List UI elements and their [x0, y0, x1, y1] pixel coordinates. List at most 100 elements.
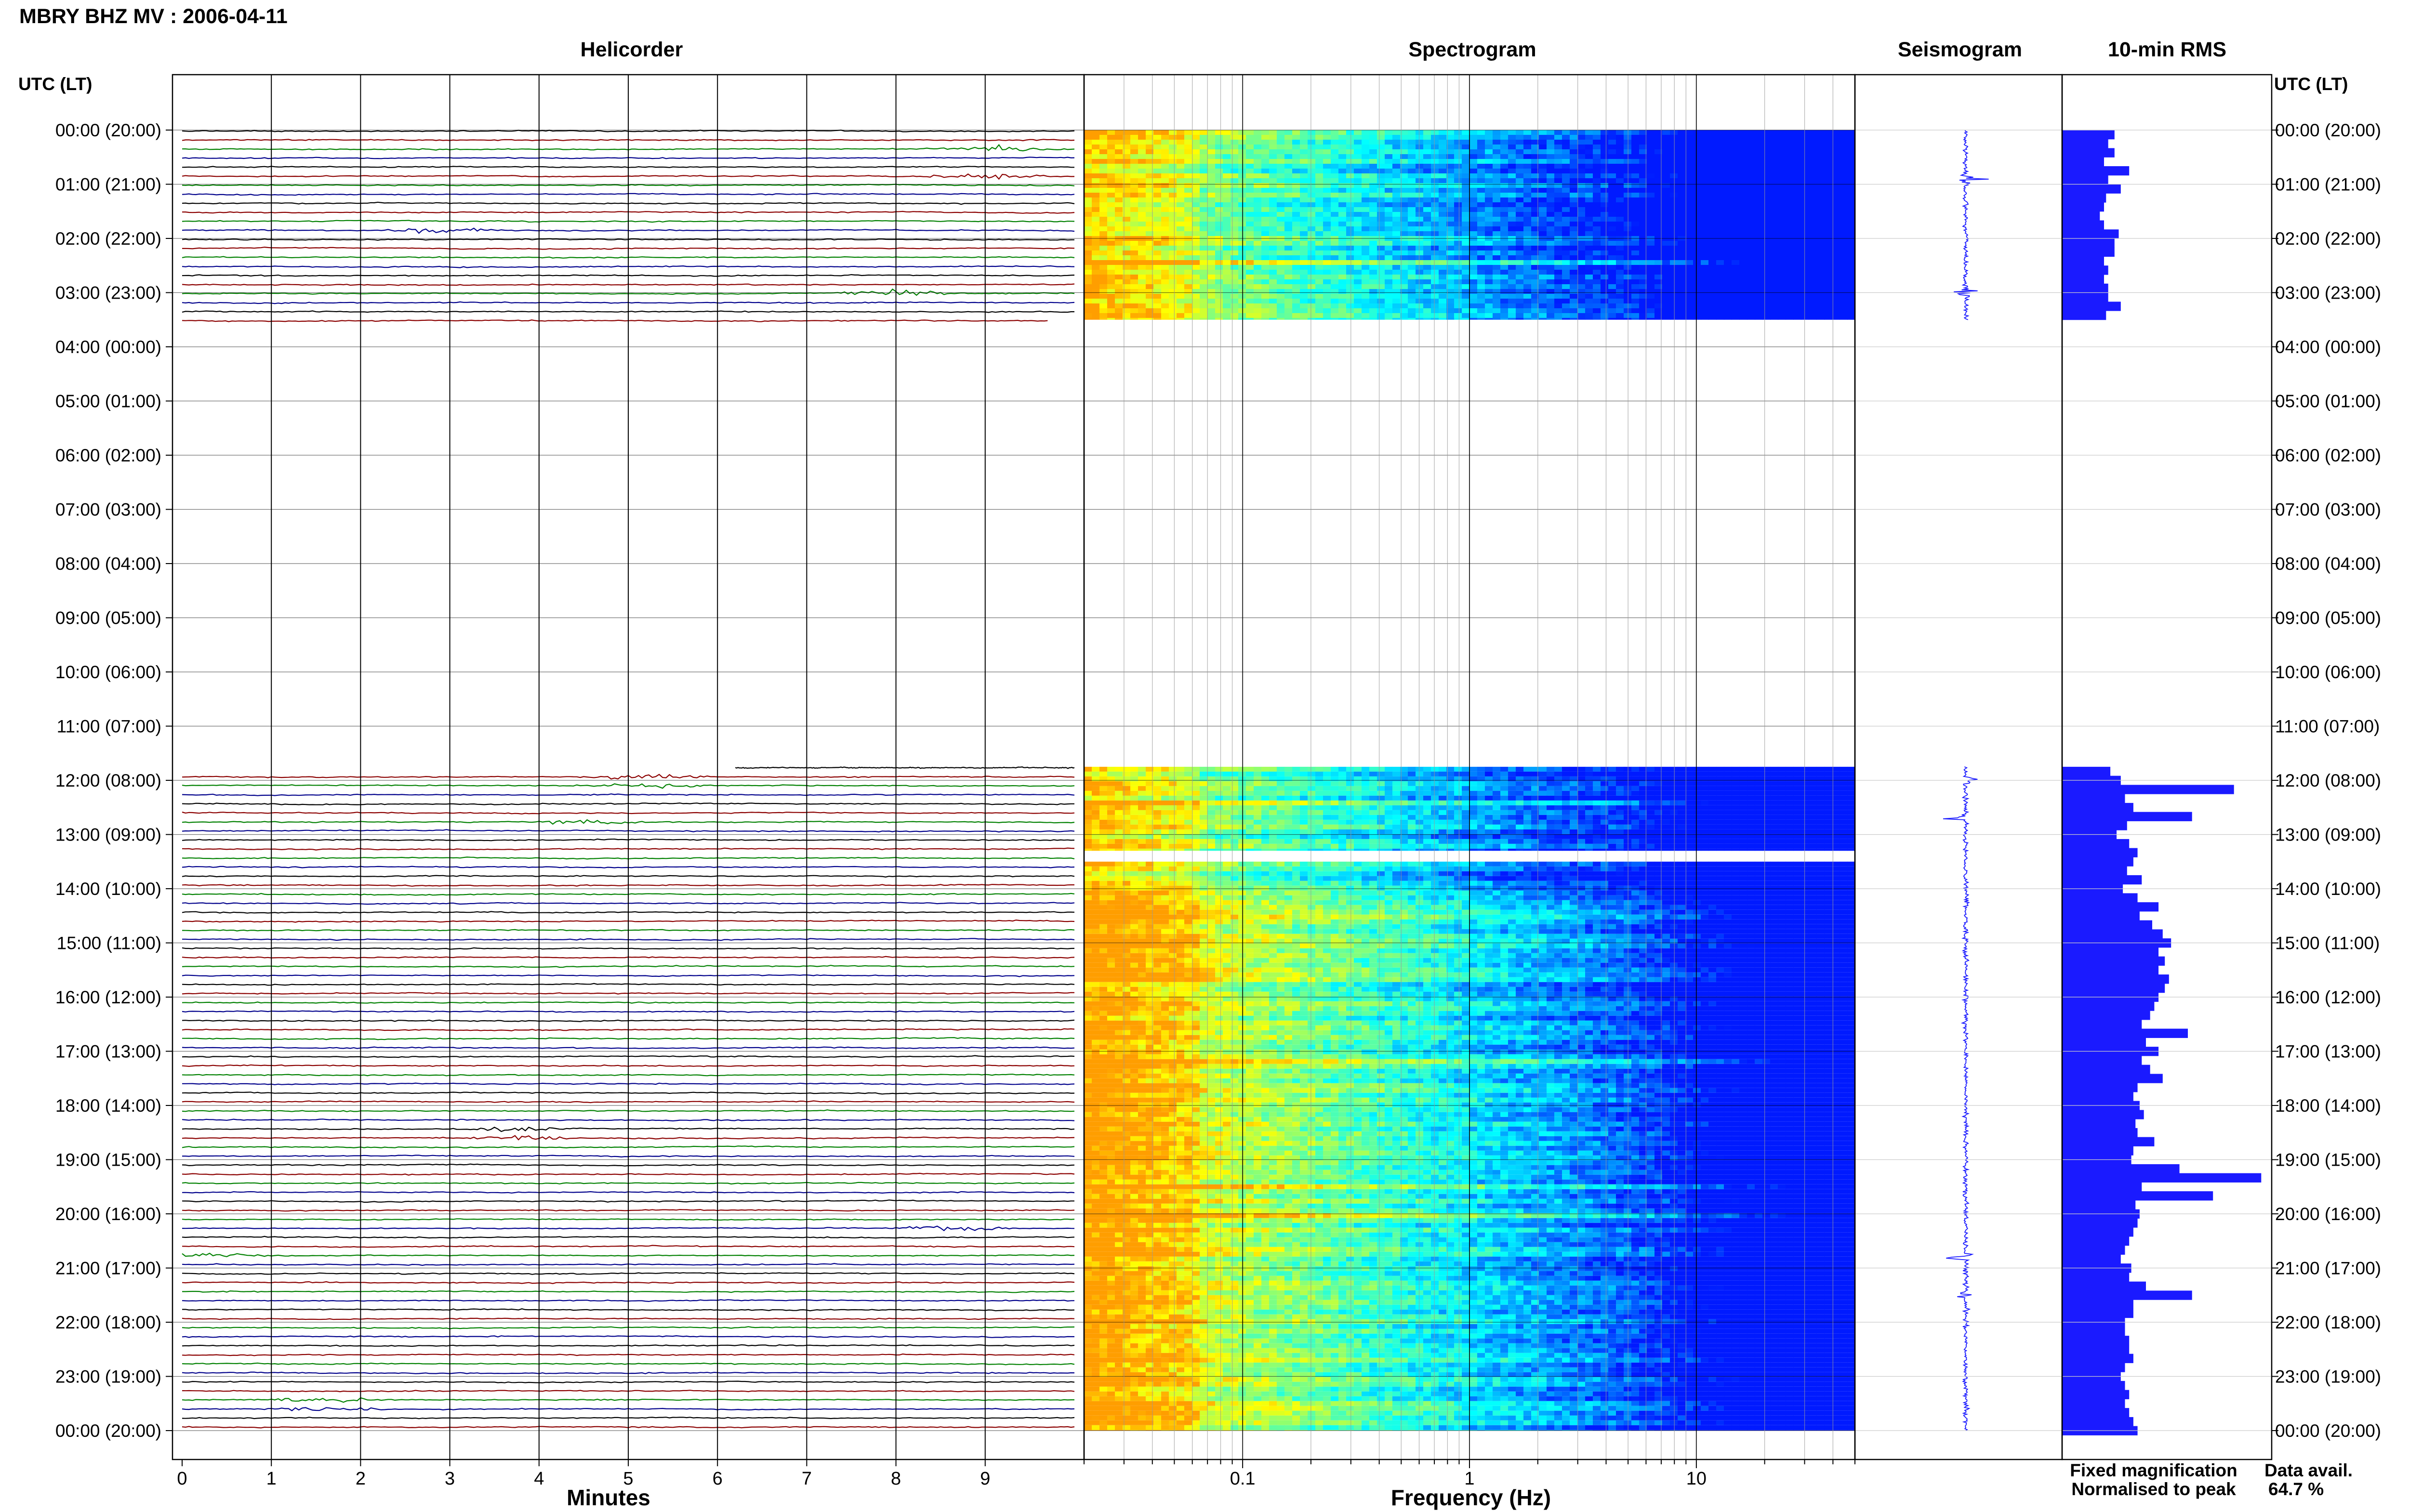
- rms-bar: [2062, 148, 2115, 158]
- time-label-left: 05:00 (01:00): [55, 392, 161, 411]
- data-avail-label: Data avail.: [2264, 1460, 2353, 1480]
- rms-bar: [2062, 1200, 2136, 1210]
- rms-bar: [2062, 256, 2104, 266]
- time-label-right: 13:00 (09:00): [2275, 825, 2381, 845]
- minute-tick-label: 3: [445, 1469, 455, 1489]
- time-label-left: 21:00 (17:00): [55, 1259, 161, 1278]
- left-axis-label: UTC (LT): [18, 74, 92, 94]
- time-label-right: 07:00 (03:00): [2275, 500, 2381, 520]
- minute-tick-label: 9: [980, 1469, 990, 1489]
- rms-bar: [2062, 202, 2104, 212]
- time-label-right: 08:00 (04:00): [2275, 554, 2381, 574]
- minute-tick-label: 7: [802, 1469, 812, 1489]
- time-label-right: 16:00 (12:00): [2275, 987, 2381, 1007]
- rms-bar: [2062, 1128, 2138, 1138]
- time-label-right: 06:00 (02:00): [2275, 446, 2381, 465]
- rms-bar: [2062, 1381, 2125, 1391]
- rms-bar: [2062, 893, 2138, 903]
- rms-bar: [2062, 211, 2100, 221]
- time-label-right: 18:00 (14:00): [2275, 1096, 2381, 1116]
- rms-bar: [2062, 229, 2119, 239]
- rms-bar: [2062, 947, 2159, 957]
- rms-bar: [2062, 1227, 2133, 1237]
- rms-bar: [2062, 1354, 2133, 1363]
- time-label-right: 02:00 (22:00): [2275, 229, 2381, 249]
- panel-frame: [2061, 74, 2273, 1460]
- rms-bar: [2062, 311, 2106, 320]
- rms-bar: [2062, 302, 2121, 311]
- helicorder-xlabel: Minutes: [567, 1485, 650, 1510]
- rms-bar: [2062, 1091, 2133, 1102]
- legend-normalised-to-peak: Normalised to peak: [2071, 1479, 2236, 1499]
- minute-tick-label: 0: [177, 1469, 187, 1489]
- time-label-left: 16:00 (12:00): [55, 987, 161, 1007]
- helicorder-title: Helicorder: [581, 38, 683, 61]
- rms-panel: [2062, 130, 2262, 1435]
- time-label-right: 23:00 (19:00): [2275, 1367, 2381, 1387]
- rms-bar: [2062, 1281, 2146, 1291]
- time-label-left: 03:00 (23:00): [55, 283, 161, 303]
- time-label-left: 18:00 (14:00): [55, 1096, 161, 1116]
- rms-bar: [2062, 1164, 2180, 1174]
- time-label-right: 04:00 (00:00): [2275, 337, 2381, 357]
- time-label-right: 14:00 (10:00): [2275, 879, 2381, 899]
- time-label-left: 08:00 (04:00): [55, 554, 161, 574]
- time-label-right: 00:00 (20:00): [2275, 1421, 2381, 1441]
- time-label-left: 11:00 (07:00): [57, 717, 161, 736]
- rms-bar: [2062, 220, 2104, 230]
- time-label-right: 21:00 (17:00): [2275, 1259, 2381, 1278]
- rms-bar: [2062, 1408, 2130, 1418]
- time-label-left: 02:00 (22:00): [55, 229, 161, 249]
- time-label-right: 05:00 (01:00): [2275, 392, 2381, 411]
- rms-bar: [2062, 1308, 2133, 1318]
- time-label-right: 12:00 (08:00): [2275, 771, 2381, 790]
- time-label-left: 00:00 (20:00): [55, 1421, 161, 1441]
- rms-bar: [2062, 275, 2104, 284]
- rms-bar: [2062, 1191, 2213, 1201]
- rms-bar: [2062, 956, 2165, 966]
- rms-bar: [2062, 139, 2108, 149]
- time-label-left: 09:00 (05:00): [55, 608, 161, 628]
- rms-bar: [2062, 1218, 2138, 1228]
- rms-bar: [2062, 1083, 2138, 1092]
- panel-grid: [166, 74, 2278, 1468]
- time-label-right: 01:00 (21:00): [2275, 175, 2381, 195]
- minute-tick-label: 2: [356, 1469, 366, 1489]
- rms-bar: [2062, 875, 2142, 885]
- time-label-left: 07:00 (03:00): [55, 500, 161, 520]
- rms-bar: [2062, 974, 2169, 984]
- data-avail-value: 64.7 %: [2268, 1479, 2324, 1499]
- minute-tick-label: 1: [266, 1469, 277, 1489]
- time-label-right: 03:00 (23:00): [2275, 283, 2381, 303]
- rms-bar: [2062, 902, 2159, 912]
- rms-bar: [2062, 965, 2159, 975]
- rms-bar: [2062, 1417, 2133, 1427]
- rms-bar: [2062, 1363, 2125, 1372]
- seismogram-title: Seismogram: [1898, 38, 2022, 61]
- time-label-right: 19:00 (15:00): [2275, 1150, 2381, 1170]
- time-label-left: 17:00 (13:00): [55, 1042, 161, 1062]
- rms-bar: [2062, 157, 2104, 167]
- rms-bar: [2062, 1146, 2133, 1156]
- rms-bar: [2062, 1236, 2130, 1246]
- minute-tick-label: 4: [534, 1469, 544, 1489]
- rms-bar: [2062, 866, 2127, 876]
- spectrogram-xlabel: Frequency (Hz): [1391, 1485, 1551, 1510]
- time-axis-labels: 00:00 (20:00) 00:00 (20:00) 01:00 (21:00) 0…: [55, 120, 2381, 1489]
- time-label-right: 15:00 (11:00): [2275, 933, 2380, 953]
- spectrogram-block: [1084, 130, 1855, 320]
- rms-bar: [2062, 920, 2152, 930]
- rms-bar: [2062, 794, 2125, 803]
- time-label-left: 15:00 (11:00): [57, 933, 161, 953]
- rms-bar: [2062, 1119, 2136, 1129]
- time-label-left: 20:00 (16:00): [55, 1204, 161, 1224]
- rms-bar: [2062, 1028, 2188, 1038]
- time-label-left: 00:00 (20:00): [55, 120, 161, 140]
- rms-bar: [2062, 265, 2108, 275]
- rms-bar: [2062, 785, 2234, 794]
- time-label-right: 10:00 (06:00): [2275, 662, 2381, 682]
- rms-bar: [2062, 1055, 2142, 1065]
- seismogram-trace: [1943, 766, 1978, 1431]
- time-label-left: 23:00 (19:00): [55, 1367, 161, 1387]
- minute-tick-label: 6: [713, 1469, 723, 1489]
